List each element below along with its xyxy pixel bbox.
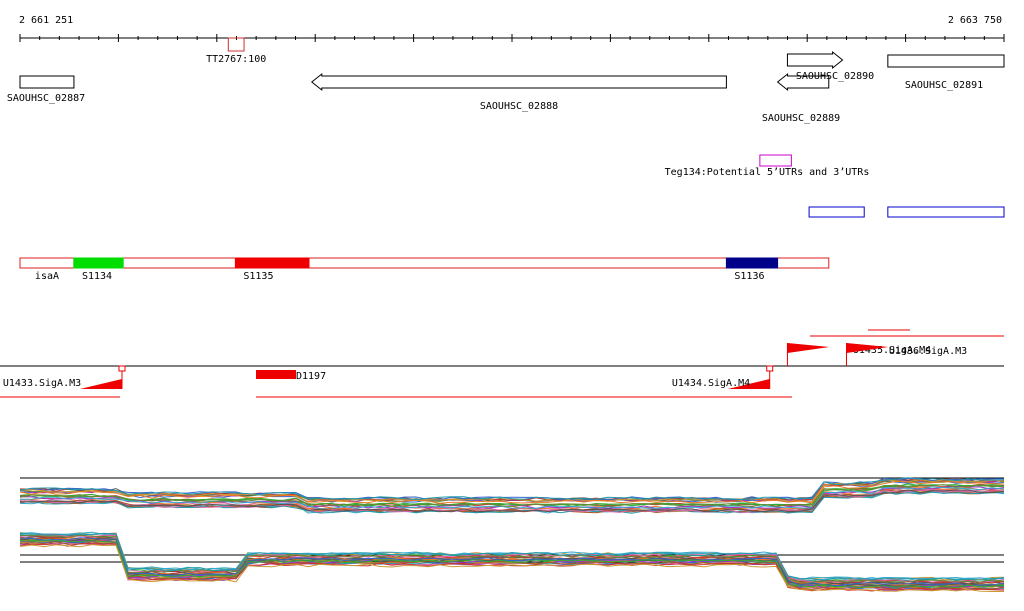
promoter-track: U1433.SigA.M3 D1197 U1434.SigA.M4 U1435.Sig… (0, 329, 1004, 398)
expression-line (19, 477, 1005, 501)
segment-filled[interactable] (234, 257, 310, 269)
gene-label: SAOUHSC_02890 (796, 71, 874, 82)
promoter-label: U1435.SigA.M4 (853, 345, 931, 356)
segment-outline[interactable] (19, 257, 75, 269)
promoter-triangle[interactable] (846, 343, 889, 353)
segment-label: isaA (35, 271, 59, 282)
gene-track: SAOUHSC_02887 SAOUHSC_02888 SAOUHSC_02889 S… (7, 50, 1005, 124)
segment-filled[interactable] (725, 257, 779, 269)
expression-line (19, 480, 1005, 504)
tss-label: TT2767:100 (206, 54, 266, 65)
utr-feature[interactable] (759, 154, 792, 167)
tss-track: TT2767:100 (206, 37, 266, 65)
promoter-label: D1197 (296, 371, 326, 382)
expression-line (19, 491, 1005, 514)
expression-line (19, 533, 1005, 581)
promoter-triangle[interactable] (727, 379, 770, 389)
promoter-marker (118, 365, 126, 372)
expression-line (19, 486, 1005, 510)
promoter-marker (766, 365, 774, 372)
gene-feature[interactable] (19, 75, 75, 89)
promoter-triangle[interactable] (787, 343, 830, 353)
tss-feature[interactable] (227, 37, 245, 52)
expression-line (19, 489, 1005, 513)
promoter-triangle[interactable] (79, 379, 122, 389)
segment-name: S1134 (82, 271, 112, 282)
gene-feature[interactable] (887, 54, 1005, 68)
promoter-block[interactable] (256, 370, 296, 379)
gene-feature[interactable] (310, 72, 727, 92)
blue-feature[interactable] (808, 206, 865, 218)
blue-feature-track (808, 206, 1005, 218)
expression-line (19, 539, 1005, 589)
utr-track: Teg134:Potential 5’UTRs and 3’UTRs (665, 154, 870, 178)
ruler-start-label: 2 661 251 (19, 15, 73, 26)
expression-line (19, 484, 1005, 507)
expression-line (19, 484, 1005, 508)
coordinate-ruler: 2 661 251 2 663 750 (19, 15, 1005, 42)
segment-name: S1135 (243, 271, 273, 282)
gene-feature[interactable] (776, 72, 830, 92)
gene-label: SAOUHSC_02888 (480, 101, 558, 112)
ruler-end-label: 2 663 750 (948, 15, 1002, 26)
segment-outline[interactable] (73, 257, 830, 269)
segment-track: isaA S1134 S1135 S1136 (19, 257, 830, 282)
utr-label: Teg134:Potential 5’UTRs and 3’UTRs (665, 167, 870, 178)
expression-profiles (19, 477, 1005, 592)
gene-label: SAOUHSC_02889 (762, 113, 840, 124)
blue-feature[interactable] (887, 206, 1005, 218)
segment-name: S1136 (734, 271, 764, 282)
segment-filled[interactable] (73, 257, 124, 269)
expression-line (19, 544, 1004, 592)
promoter-label: U1434.SigA.M4 (672, 378, 750, 389)
expression-line (19, 534, 1005, 583)
gene-label: SAOUHSC_02891 (905, 80, 983, 91)
promoter-label: U1436.SigA.M3 (889, 346, 967, 357)
promoter-label: U1433.SigA.M3 (3, 378, 81, 389)
expression-line (19, 537, 1005, 587)
gene-label: SAOUHSC_02887 (7, 93, 85, 104)
gene-feature[interactable] (786, 50, 844, 70)
expression-line (20, 540, 1005, 590)
